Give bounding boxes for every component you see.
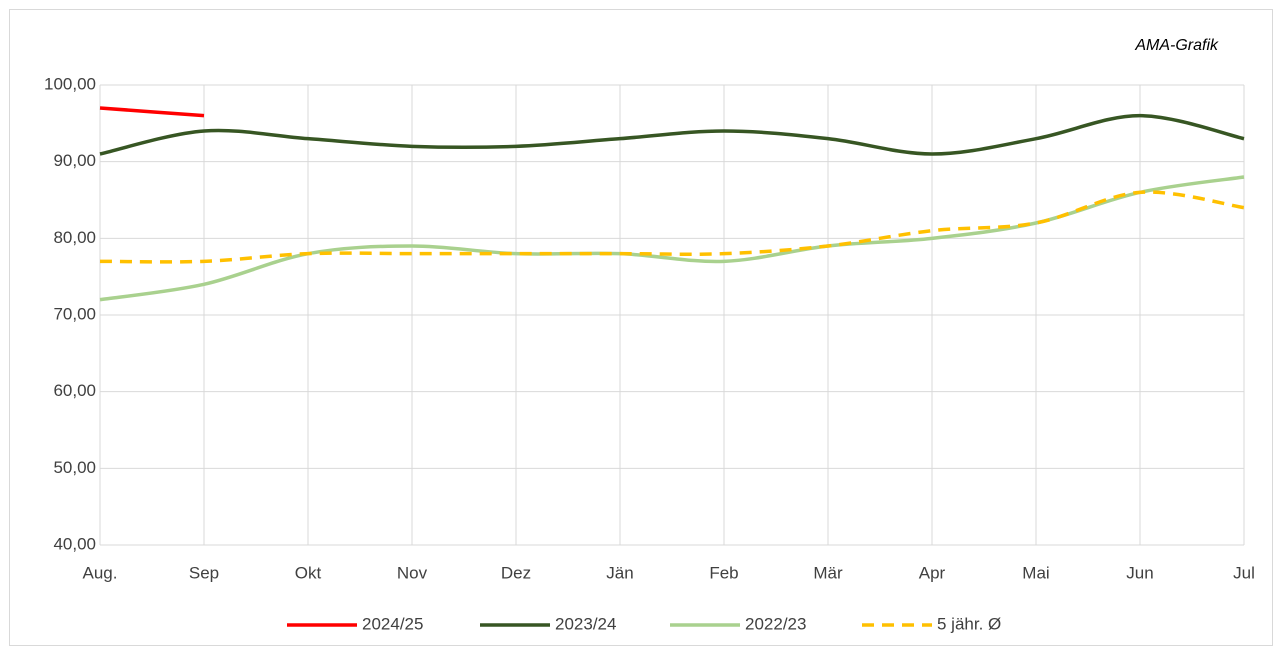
y-tick-label: 40,00 — [53, 534, 96, 553]
legend-label: 2023/24 — [555, 614, 616, 633]
series-line — [99, 190, 1245, 264]
x-tick-label: Mai — [1022, 563, 1049, 582]
y-tick-label: 70,00 — [53, 304, 96, 323]
legend-label: 2024/25 — [362, 614, 423, 633]
legend-label: 2022/23 — [745, 614, 806, 633]
x-tick-label: Dez — [501, 563, 531, 582]
x-tick-label: Okt — [295, 563, 322, 582]
x-tick-label: Jun — [1126, 563, 1153, 582]
y-tick-label: 90,00 — [53, 151, 96, 170]
series-line — [99, 113, 1245, 156]
y-tick-label: 50,00 — [53, 458, 96, 477]
y-tick-label: 60,00 — [53, 381, 96, 400]
x-tick-label: Apr — [919, 563, 946, 582]
chart-frame — [9, 9, 1273, 646]
x-tick-label: Nov — [397, 563, 428, 582]
x-tick-label: Jul — [1233, 563, 1255, 582]
annotation: AMA-Grafik — [1134, 37, 1219, 54]
y-tick-label: 80,00 — [53, 228, 96, 247]
x-tick-label: Aug. — [83, 563, 118, 582]
x-tick-label: Jän — [606, 563, 633, 582]
series-line — [99, 106, 205, 118]
y-tick-label: 100,00 — [44, 74, 96, 93]
x-tick-label: Sep — [189, 563, 219, 582]
x-tick-label: Mär — [813, 563, 843, 582]
legend-label: 5 jähr. Ø — [937, 614, 1001, 633]
x-tick-label: Feb — [709, 563, 738, 582]
